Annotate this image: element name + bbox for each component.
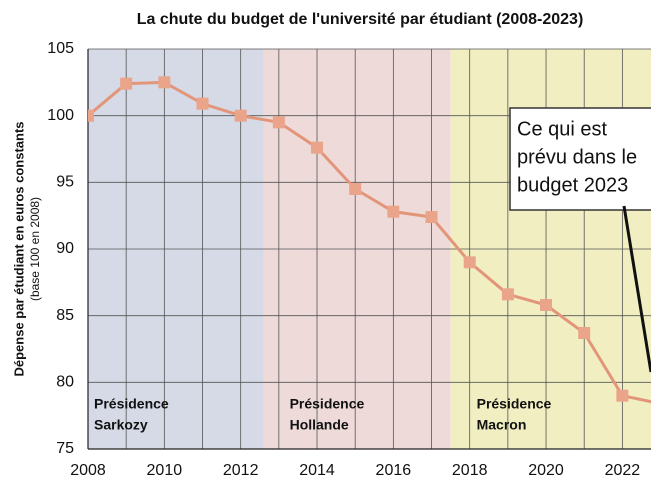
- region-label: Présidence: [477, 396, 552, 412]
- x-tick-label: 2012: [223, 462, 259, 479]
- x-tick-label: 2008: [70, 462, 106, 479]
- annotation-text: budget 2023: [517, 174, 628, 196]
- y-tick-label: 90: [56, 240, 74, 257]
- x-tick-label: 2020: [528, 462, 564, 479]
- marker: [616, 389, 629, 402]
- marker: [463, 256, 476, 269]
- x-tick-label: 2022: [605, 462, 641, 479]
- marker: [501, 288, 514, 301]
- marker: [540, 299, 553, 311]
- marker: [234, 109, 247, 122]
- region-label: Sarkozy: [94, 417, 148, 433]
- marker: [158, 76, 171, 89]
- annotation-arrow: [622, 205, 651, 373]
- y-tick-label: 105: [47, 40, 74, 57]
- annotation-text: Ce qui est: [517, 118, 607, 140]
- y-axis-sublabel: (base 100 en 2008): [28, 197, 42, 301]
- marker: [196, 97, 209, 110]
- x-tick-label: 2016: [376, 462, 412, 479]
- y-tick-label: 100: [47, 107, 74, 124]
- series-line: [88, 80, 651, 404]
- y-axis-label: Dépense par étudiant en euros constants: [11, 121, 26, 376]
- marker: [349, 183, 362, 195]
- annotation-box: [509, 107, 651, 211]
- y-tick-label: 80: [56, 374, 74, 391]
- marker: [425, 211, 438, 223]
- y-tick-label: 85: [56, 307, 74, 324]
- region-label: Présidence: [290, 396, 365, 412]
- marker: [120, 77, 133, 90]
- marker: [272, 116, 285, 129]
- y-tick-label: 75: [56, 440, 74, 457]
- annotation-text: prévu dans le: [517, 146, 637, 168]
- y-tick-label: 95: [56, 174, 74, 191]
- x-tick-label: 2010: [147, 462, 183, 479]
- region-label: Présidence: [94, 396, 169, 412]
- x-tick-label: 2018: [452, 462, 488, 479]
- marker: [88, 109, 94, 122]
- x-tick-label: 2014: [299, 462, 335, 479]
- region-label: Hollande: [290, 417, 349, 433]
- region-label: Macron: [477, 417, 527, 433]
- marker: [387, 205, 400, 218]
- marker: [578, 327, 591, 339]
- marker: [311, 141, 324, 154]
- chart-title: La chute du budget de l'université par é…: [137, 11, 584, 28]
